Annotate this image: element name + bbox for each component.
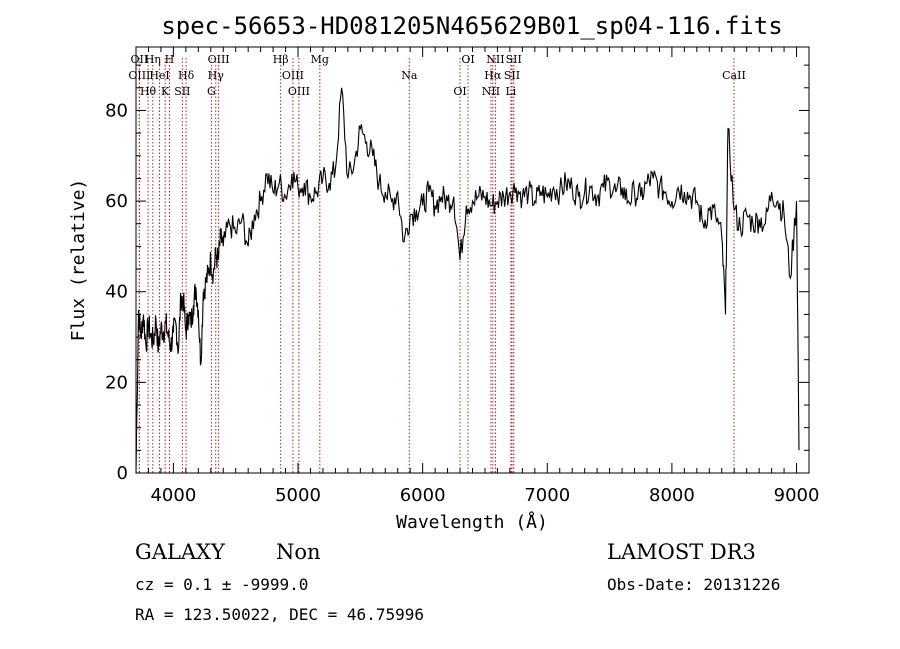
line-label-17: OI (453, 85, 466, 98)
x-axis-ticks: 4000 5000 6000 7000 8000 9000 (135, 47, 820, 506)
line-label-1: OIII (128, 69, 150, 82)
line-label-14: OIII (288, 85, 310, 98)
spectral-line-labels: OII OIII Hθ Hη HeI K HHδ SII OIII Hγ G Hβ OIII OIII Mg… (128, 53, 745, 98)
line-label-11: G (207, 85, 216, 98)
line-label-4: HeI (149, 69, 169, 82)
y-tick-label: 40 (105, 282, 128, 303)
line-label-24: SII (506, 53, 522, 66)
obs-date: Obs-Date: 20131226 (607, 575, 780, 594)
line-label-10: Hγ (208, 69, 225, 82)
line-label-20: NII (482, 85, 500, 98)
x-tick-label: 9000 (774, 485, 820, 506)
y-axis-label: Flux (relative) (68, 179, 89, 342)
line-label-19: Hα (484, 69, 502, 82)
line-label-16: Na (401, 69, 418, 82)
line-label-9: OIII (208, 53, 230, 66)
line-label-21: NII (486, 53, 504, 66)
survey-name: LAMOST DR3 (607, 540, 756, 564)
y-tick-label: 20 (105, 372, 128, 393)
y-tick-label: 80 (105, 100, 128, 121)
y-tick-label: 0 (117, 463, 128, 484)
line-label-15: Mg (311, 53, 329, 66)
line-label-23: Li (505, 85, 516, 98)
line-label-7: Hδ (178, 69, 195, 82)
y-axis-ticks: 0 20 40 60 80 (105, 64, 809, 484)
plot-frame (135, 46, 810, 474)
redshift-cz: cz = 0.1 ± -9999.0 (135, 575, 308, 594)
line-label-12: Hβ (273, 53, 289, 66)
x-tick-label: 5000 (275, 485, 321, 506)
spectral-line-markers (138, 58, 735, 473)
x-axis-label: Wavelength (Å) (396, 511, 548, 533)
line-label-3: Hη (145, 53, 161, 66)
x-tick-label: 7000 (524, 485, 570, 506)
x-tick-label: 8000 (649, 485, 695, 506)
line-label-13: OIII (282, 69, 304, 82)
x-tick-label: 4000 (150, 485, 196, 506)
line-label-8: SII (174, 85, 190, 98)
x-tick-label: 6000 (400, 485, 446, 506)
object-class: GALAXY (135, 540, 226, 564)
y-tick-label: 60 (105, 191, 128, 212)
spectrum-line (135, 87, 800, 474)
ra-dec: RA = 123.50022, DEC = 46.75996 (135, 605, 424, 624)
line-label-25: CaII (722, 69, 746, 82)
line-label-0: OII (131, 53, 149, 66)
chart-title: spec-56653-HD081205N465629B01_sp04-116.f… (161, 12, 782, 40)
line-label-6: H (165, 53, 175, 66)
line-label-18: OI (461, 53, 474, 66)
line-label-2: Hθ (140, 85, 157, 98)
object-subclass: Non (276, 540, 321, 564)
line-label-22: SII (504, 69, 520, 82)
line-label-5: K (161, 85, 170, 98)
